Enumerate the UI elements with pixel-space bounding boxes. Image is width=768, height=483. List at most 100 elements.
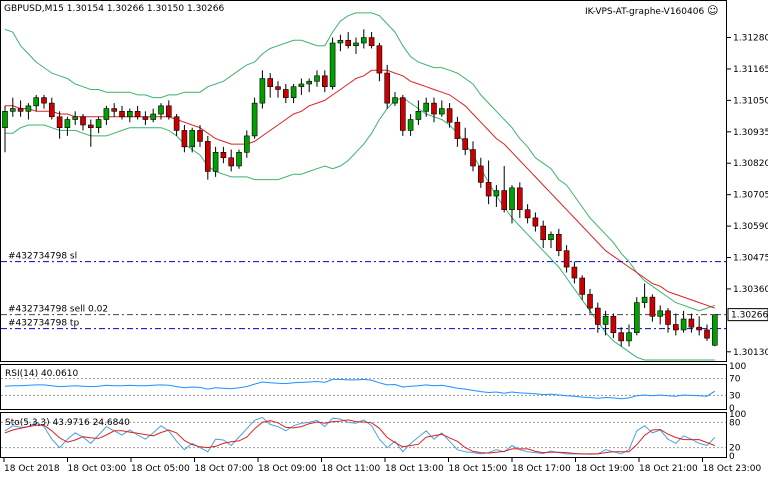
candle-body: [696, 326, 703, 331]
candle-body: [493, 190, 500, 197]
candle-body: [64, 119, 71, 129]
price-tick-label: 1.30475: [733, 254, 768, 264]
candle-body: [2, 111, 8, 129]
moving-average-line: [5, 69, 715, 309]
time-tick-label: 18 Oct 23:00: [703, 464, 762, 474]
order-line-label: #432734798 sl: [8, 252, 77, 262]
candle-body: [236, 152, 242, 167]
candle-body: [158, 105, 164, 115]
candle-body: [516, 187, 523, 210]
candle-body: [111, 108, 117, 112]
candle-body: [579, 277, 586, 295]
candle-body: [321, 75, 328, 88]
candle-body: [80, 116, 86, 126]
rsi-label: RSI(14) 40.0610: [5, 369, 78, 379]
candle-body: [704, 329, 710, 339]
candle-body: [306, 80, 313, 85]
candle-body: [563, 250, 570, 268]
candle-body: [290, 86, 297, 98]
sto-signal-line: [4, 419, 715, 455]
price-tick-label: 1.31050: [733, 96, 768, 106]
main-price-panel[interactable]: #432734798 sl #432734798 sell 0.02 #432734…: [1, 12, 726, 361]
candle-body: [470, 149, 476, 167]
time-tick-label: 18 Oct 2018: [4, 464, 60, 474]
price-tick-label: 1.30590: [733, 222, 768, 232]
candle-body: [166, 105, 172, 118]
candle-body: [95, 119, 102, 129]
candle-body: [548, 233, 554, 241]
candle-body: [368, 37, 375, 47]
time-tick-label: 18 Oct 07:00: [195, 464, 254, 474]
candle-body: [244, 135, 250, 153]
candle-body: [345, 39, 352, 47]
time-tick-label: 18 Oct 13:00: [385, 464, 444, 474]
time-tick-label: 18 Oct 11:00: [322, 464, 381, 474]
candle-body: [555, 233, 562, 251]
candle-body: [509, 187, 515, 210]
rsi-tick-label: 0: [729, 404, 735, 414]
sto-tick-label: 80: [729, 418, 741, 428]
sto-label: Sto(5,3,3) 43.9716 24.6840: [5, 418, 130, 428]
price-tick-label: 1.30130: [733, 348, 768, 358]
candle-body: [524, 209, 531, 219]
candle-body: [626, 332, 632, 342]
time-axis: 18 Oct 2018 18 Oct 03:00 18 Oct 05:00 18 Oc…: [3, 458, 762, 474]
time-tick-label: 18 Oct 21:00: [639, 464, 698, 474]
indicator-name: IK-VPS-AT-graphe-V160406 ☺: [585, 5, 719, 18]
candle-body: [485, 182, 492, 197]
price-tick-label: 1.30935: [733, 128, 768, 138]
candle-body: [119, 111, 125, 118]
candle-body: [384, 72, 391, 104]
candle-body: [657, 310, 664, 317]
candle-body: [228, 157, 234, 167]
candle-body: [431, 102, 437, 115]
order-line-label: #432734798 tp: [8, 319, 79, 329]
candle-body: [649, 296, 656, 317]
candle-body: [532, 217, 539, 227]
smiley-icon: ☺: [707, 4, 719, 17]
candle-body: [594, 307, 601, 325]
candle-body: [337, 39, 344, 44]
price-tick-label: 1.30705: [733, 191, 768, 201]
candle-body: [329, 42, 336, 88]
candle-body: [275, 86, 281, 90]
candle-body: [501, 190, 508, 210]
candle-body: [665, 310, 671, 325]
price-tick-label: 1.31165: [733, 65, 768, 75]
candle-body: [571, 266, 578, 279]
rsi-tick-label: 70: [729, 375, 741, 385]
rsi-line: [4, 378, 716, 400]
candle-body: [282, 89, 289, 98]
candle-body: [220, 152, 227, 159]
candle-body: [259, 78, 266, 104]
candle-body: [41, 97, 47, 104]
candle-body: [134, 111, 141, 118]
rsi-panel[interactable]: RSI(14) 40.0610 100 70 30 0: [1, 362, 746, 414]
time-tick-label: 18 Oct 15:00: [449, 464, 508, 474]
time-tick-label: 18 Oct 19:00: [576, 464, 635, 474]
candle-body: [17, 108, 24, 112]
sto-tick-label: 20: [729, 444, 741, 454]
candle-body: [392, 97, 398, 104]
candle-body: [423, 102, 430, 112]
candle-body: [415, 111, 422, 120]
candle-body: [454, 121, 461, 139]
candle-body: [353, 42, 359, 47]
bollinger-upper-line: [4, 12, 715, 312]
candle-body: [267, 78, 274, 88]
candle-body: [88, 124, 94, 129]
candle-body: [399, 97, 406, 131]
candle-body: [197, 130, 203, 142]
current-price-label: 1.30266: [731, 311, 768, 321]
candle-body: [33, 97, 40, 107]
symbol-info: GBPUSD,M15 1.30154 1.30266 1.30150 1.302…: [4, 4, 225, 14]
price-tick-label: 1.30820: [733, 159, 768, 169]
rsi-tick-label: 100: [729, 362, 746, 372]
candle-body: [688, 318, 695, 328]
candle-body: [205, 141, 211, 172]
candle-body: [72, 116, 78, 120]
main-panel-frame: [0, 0, 727, 362]
